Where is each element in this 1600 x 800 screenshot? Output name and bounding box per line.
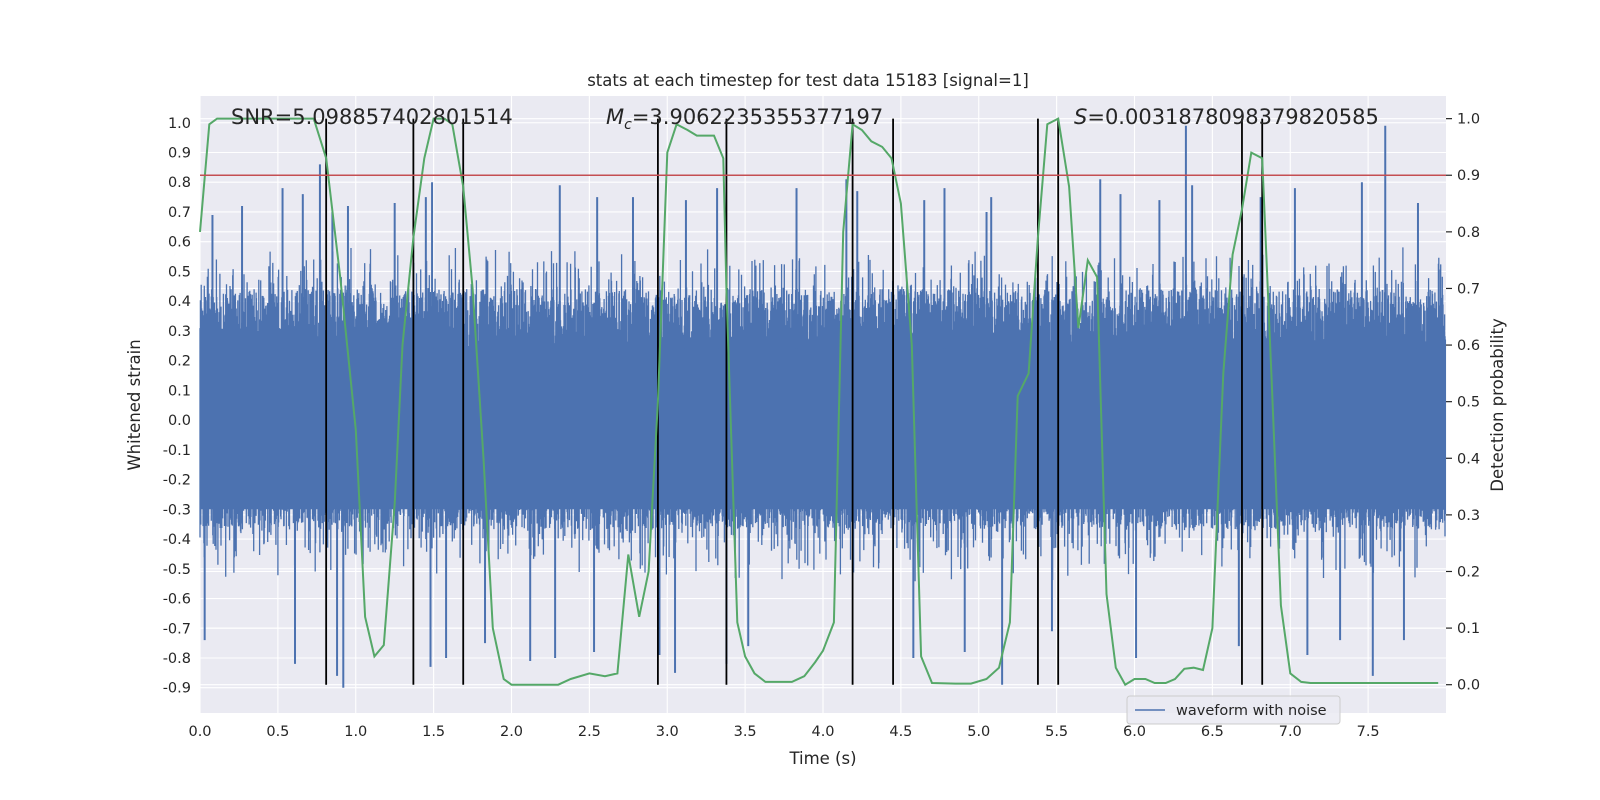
- y2-tick-label: 0.2: [1457, 564, 1480, 580]
- y-tick-label: 0.2: [168, 354, 191, 370]
- x-tick-label: 1.5: [422, 724, 445, 740]
- probability-series: [199, 117, 1439, 687]
- x-tick-label: 6.5: [1201, 724, 1224, 740]
- x-tick-label: 4.5: [889, 724, 912, 740]
- y-tick-label: 0.6: [168, 235, 191, 251]
- y2-axis-ticks: 1.0 0.9 0.8 0.7 0.6 0.5 0.4 0.3 0.2 0.1 0.0: [1446, 112, 1480, 694]
- y2-axis-label: Detection probability: [1488, 318, 1507, 492]
- chirp-mass-annotation: Mc=3.9062235355377197: [606, 105, 883, 133]
- y2-tick-label: 0.1: [1457, 621, 1480, 637]
- y-tick-label: -0.5: [163, 562, 191, 578]
- y-tick-label: -0.9: [163, 681, 191, 697]
- snr-annotation: SNR=5.098857402801514: [231, 105, 513, 129]
- y-tick-label: -0.3: [163, 502, 191, 518]
- x-tick-label: 2.5: [578, 724, 601, 740]
- y2-tick-label: 0.8: [1457, 225, 1480, 241]
- x-axis-label: Time (s): [788, 749, 856, 768]
- x-tick-label: 3.5: [734, 724, 757, 740]
- y-tick-label: 0.4: [168, 294, 191, 310]
- y-tick-label: 0.9: [168, 145, 191, 161]
- x-tick-label: 4.0: [811, 724, 834, 740]
- waveform-core: [200, 348, 1446, 510]
- x-tick-label: 5.0: [967, 724, 990, 740]
- y2-tick-label: 1.0: [1457, 112, 1480, 128]
- legend-label-waveform: waveform with noise: [1176, 703, 1327, 719]
- y-tick-label: -0.8: [163, 651, 191, 667]
- x-tick-label: 0.5: [266, 724, 289, 740]
- x-tick-label: 3.0: [656, 724, 679, 740]
- chirp-mass-subscript: c: [624, 117, 632, 133]
- vertical-markers: [325, 118, 1264, 685]
- y-tick-label: 1.0: [168, 116, 191, 132]
- x-tick-label: 5.5: [1045, 724, 1068, 740]
- s-symbol: S: [1074, 105, 1087, 129]
- x-tick-label: 6.0: [1123, 724, 1146, 740]
- chirp-mass-value: =3.9062235355377197: [632, 105, 883, 129]
- chirp-mass-symbol: M: [606, 105, 624, 129]
- y-tick-label: 0.0: [168, 413, 191, 429]
- legend-box: [1126, 695, 1341, 725]
- y2-tick-label: 0.5: [1457, 395, 1480, 411]
- x-axis-ticks: 0.0 0.5 1.0 1.5 2.0 2.5 3.0 3.5 4.0 4.5 5.0 5.5 6.0 6…: [188, 724, 1379, 740]
- y-tick-label: -0.2: [163, 473, 191, 489]
- y-axis-ticks: 1.0 0.9 0.8 0.7 0.6 0.5 0.4 0.3 0.2 0.1 0.0 -0.1 -0.…: [163, 116, 191, 697]
- y2-tick-label: 0.9: [1457, 168, 1480, 184]
- x-tick-label: 7.5: [1357, 724, 1380, 740]
- y2-tick-label: 0.3: [1457, 508, 1480, 524]
- y-tick-label: 0.7: [168, 205, 191, 221]
- x-tick-label: 7.0: [1279, 724, 1302, 740]
- y-tick-label: 0.1: [168, 383, 191, 399]
- waveform-series: [199, 125, 1447, 688]
- y2-tick-label: 0.4: [1457, 451, 1480, 467]
- chart-title: stats at each timestep for test data 151…: [587, 71, 1029, 90]
- x-tick-label: 1.0: [344, 724, 367, 740]
- y2-tick-label: 0.7: [1457, 281, 1480, 297]
- y-axis-label: Whitened strain: [125, 339, 144, 470]
- x-tick-label: 0.0: [188, 724, 211, 740]
- y2-tick-label: 0.6: [1457, 338, 1480, 354]
- probability-line: [199, 117, 1439, 687]
- y2-tick-label: 0.0: [1457, 678, 1480, 694]
- y-tick-label: -0.6: [163, 592, 191, 608]
- y-tick-label: -0.1: [163, 443, 191, 459]
- y-tick-label: 0.8: [168, 175, 191, 191]
- y-tick-label: 0.3: [168, 324, 191, 340]
- s-value: =0.0031878098379820585: [1087, 105, 1379, 129]
- legend: waveform with noise: [1126, 695, 1341, 725]
- y-tick-label: -0.7: [163, 621, 191, 637]
- x-tick-label: 2.0: [500, 724, 523, 740]
- y-tick-label: 0.5: [168, 264, 191, 280]
- s-annotation: S=0.0031878098379820585: [1074, 105, 1379, 129]
- y-tick-label: -0.4: [163, 532, 191, 548]
